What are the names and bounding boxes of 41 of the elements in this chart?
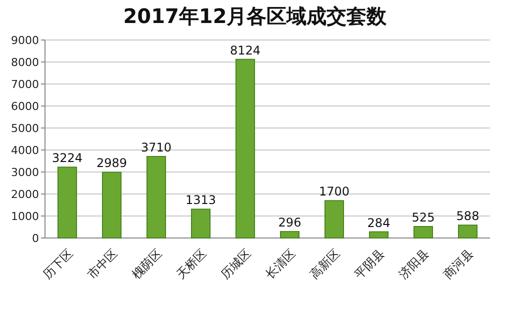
- bar: [458, 224, 478, 238]
- y-tick-label: 5000: [11, 122, 39, 135]
- x-tick-label: 历下区: [40, 246, 76, 282]
- y-tick-label: 1000: [11, 210, 39, 223]
- bar: [369, 231, 388, 238]
- y-tick-label: 0: [32, 232, 39, 245]
- data-label: 1700: [318, 184, 350, 199]
- x-tick-label: 槐荫区: [129, 246, 165, 282]
- bar: [280, 231, 300, 238]
- y-tick-label: 7000: [11, 78, 39, 91]
- data-label: 3224: [52, 151, 83, 166]
- x-tick-label: 市中区: [84, 246, 120, 282]
- chart-title: 2017年12月各区域成交套数: [123, 4, 388, 28]
- bar: [414, 226, 433, 238]
- x-tick-label: 长清区: [262, 246, 298, 282]
- data-label: 8124: [230, 43, 261, 58]
- bar: [58, 166, 77, 238]
- y-tick-label: 4000: [11, 144, 39, 157]
- y-tick-label: 3000: [11, 166, 39, 179]
- y-tick-label: 2000: [11, 188, 39, 201]
- data-label: 588: [456, 209, 480, 224]
- x-tick-label: 济阳县: [396, 246, 432, 282]
- bar: [236, 58, 255, 238]
- data-label: 3710: [140, 140, 172, 154]
- y-tick-label: 8000: [11, 56, 39, 69]
- data-label: 284: [367, 216, 390, 230]
- data-label: 2989: [96, 156, 128, 170]
- x-tick-label: 天桥区: [174, 246, 210, 282]
- bar: [102, 172, 122, 238]
- data-label: 296: [278, 215, 302, 230]
- bar: [146, 156, 166, 238]
- x-tick-label: 历城区: [218, 246, 254, 282]
- data-label: 1313: [185, 193, 216, 208]
- x-tick-label: 高新区: [307, 246, 343, 282]
- bar: [324, 200, 344, 238]
- x-tick-label: 商河县: [440, 246, 476, 282]
- bar: [191, 208, 210, 238]
- x-tick-label: 平阴县: [352, 246, 388, 282]
- data-label: 525: [412, 210, 435, 224]
- y-tick-label: 9000: [11, 34, 39, 47]
- y-tick-label: 6000: [11, 100, 39, 113]
